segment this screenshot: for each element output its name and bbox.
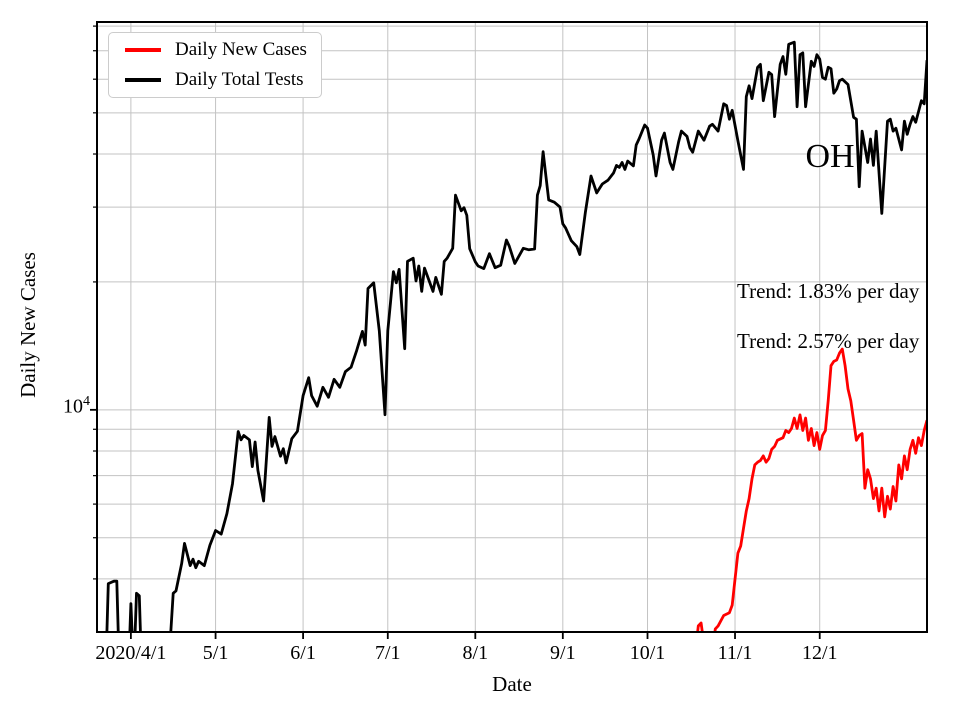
x-tick-label: 5/1 bbox=[202, 642, 229, 664]
legend: Daily New Cases Daily Total Tests bbox=[108, 32, 322, 98]
trend-annotation-tests: Trend: 1.83% per day bbox=[737, 279, 920, 303]
legend-line-sample-red bbox=[125, 48, 161, 52]
legend-label: Daily Total Tests bbox=[175, 69, 304, 90]
x-tick-label: 6/1 bbox=[290, 642, 316, 664]
series-line-daily-new-cases bbox=[696, 347, 927, 632]
trend-annotation-cases: Trend: 2.57% per day bbox=[737, 329, 920, 353]
plot-border bbox=[96, 21, 928, 633]
x-tick-label: 12/1 bbox=[801, 642, 838, 664]
series-line-daily-total-tests bbox=[105, 40, 927, 632]
x-tick-label: 9/1 bbox=[550, 642, 576, 664]
x-axis-label: Date bbox=[492, 672, 532, 696]
y-axis-label: Daily New Cases bbox=[16, 252, 40, 398]
x-tick-label: 7/1 bbox=[375, 642, 401, 664]
legend-item-daily-new-cases: Daily New Cases bbox=[125, 39, 307, 61]
y-tick-base: 10 bbox=[63, 395, 83, 418]
x-tick-label: 2020/4/1 bbox=[95, 642, 167, 664]
legend-item-daily-total-tests: Daily Total Tests bbox=[125, 69, 307, 91]
tick-marks bbox=[90, 25, 821, 639]
legend-line-sample-black bbox=[125, 78, 161, 82]
gridlines bbox=[97, 22, 927, 632]
data-lines bbox=[105, 40, 927, 632]
x-tick-label: 11/1 bbox=[717, 642, 753, 664]
y-axis-tick-label: 104 bbox=[36, 394, 90, 419]
y-tick-exponent: 4 bbox=[83, 394, 90, 409]
state-abbreviation-label: OH bbox=[805, 138, 855, 175]
x-tick-label: 10/1 bbox=[629, 642, 666, 664]
x-tick-label: 8/1 bbox=[462, 642, 489, 664]
legend-label: Daily New Cases bbox=[175, 39, 307, 60]
